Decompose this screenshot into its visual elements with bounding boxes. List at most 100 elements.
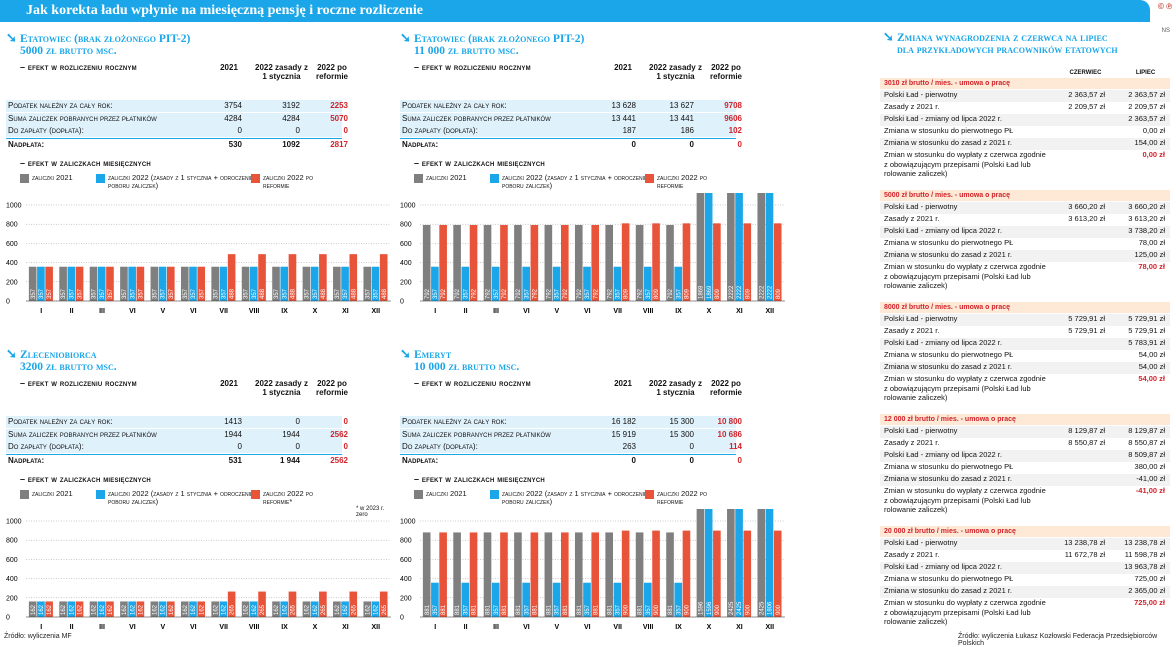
bar-value-label: 357: [524, 604, 530, 615]
bar: [613, 266, 622, 301]
bar: [483, 532, 492, 617]
salary-section: 12 000 zł brutto / mies. - umowa o pracę…: [880, 414, 1170, 522]
bar-value-label: 357: [122, 288, 128, 299]
x-tick-label: X: [313, 624, 318, 631]
row-label: Zmian w stosunku do wypłaty z czerwca zg…: [884, 262, 1046, 290]
value-july: 54,00 zł: [1138, 374, 1165, 383]
bar: [250, 601, 258, 617]
bar: [674, 582, 683, 617]
bar: [591, 532, 600, 617]
bar-value-label: 809: [624, 288, 630, 299]
bar-value-label: 881: [455, 604, 461, 615]
row-label: Suma zaliczek pobranych przez płatników: [402, 429, 551, 439]
row-label: Zmian w stosunku do wypłaty z czerwca zg…: [884, 150, 1046, 178]
value-2021: 3754: [224, 101, 242, 110]
salary-row: Zmiana w stosunku do pierwotnego PŁ 725,0…: [880, 574, 1170, 586]
y-tick-label: 600: [400, 241, 412, 248]
bar-value-label: 162: [305, 604, 311, 615]
bar: [341, 266, 349, 301]
salary-row: Zmiana w stosunku do zasad z 2021 r. 2 36…: [880, 586, 1170, 598]
col-header-2022-old: 2022 zasady z 1 stycznia: [649, 63, 702, 81]
x-tick-label: VII: [219, 624, 228, 631]
value-2022-old: 1944: [282, 429, 300, 439]
row-label: Zasady z 2021 r.: [884, 214, 940, 223]
bar-value-label: 792: [472, 288, 478, 299]
bar-value-label: 809: [776, 288, 782, 299]
bar: [735, 509, 743, 617]
y-tick-label: 200: [400, 279, 412, 286]
value-2022-old: 0: [689, 442, 694, 451]
bar-value-label: 357: [92, 288, 98, 299]
row-label: Zasady z 2021 r.: [884, 550, 940, 559]
x-tick-label: II: [70, 308, 74, 315]
bar-value-label: 357: [31, 288, 37, 299]
bar-value-label: 162: [31, 604, 37, 615]
chart-panel: ➘ Emeryt 10 000 zł brutto msc. – efekt w ro…: [400, 347, 790, 639]
bar-value-label: 881: [425, 604, 431, 615]
col-header-2021: 2021: [614, 379, 632, 388]
legend-label: zaliczki 2022 po reformie*: [263, 489, 314, 506]
bar: [682, 223, 691, 301]
value-july: 13 238,78 zł: [1124, 538, 1165, 547]
y-tick-label: 400: [400, 576, 412, 583]
panel-title-line2: 11 000 zł brutto msc.: [414, 45, 519, 57]
bar-value-label: 357: [47, 288, 53, 299]
bar-value-label: 357: [78, 288, 84, 299]
value-2022-old: 0: [689, 455, 694, 465]
bar: [150, 266, 159, 301]
legend-label: zaliczki 2022 (zasady z 1 stycznia + odr…: [502, 489, 648, 506]
y-tick-label: 600: [400, 557, 412, 564]
row-label: Suma zaliczek pobranych przez płatników: [8, 113, 157, 123]
value-july: 54,00 zł: [1138, 350, 1165, 359]
bar: [765, 509, 774, 617]
bar-value-label: 881: [486, 604, 492, 615]
salary-row: Zmiana w stosunku do zasad z 2021 r. 54,0…: [880, 362, 1170, 374]
row-label: Zmiana w stosunku do pierwotnego PŁ: [884, 574, 1014, 583]
bar: [189, 601, 197, 617]
bar: [310, 266, 319, 301]
bar-value-label: 357: [646, 288, 652, 299]
bar-value-label: 1806: [768, 601, 774, 615]
bar-value-label: 792: [546, 288, 552, 299]
value-july: 3 738,20 zł: [1128, 226, 1165, 235]
legend-swatch: [251, 174, 260, 183]
bar: [120, 266, 128, 301]
value-july: 54,00 zł: [1138, 362, 1165, 371]
value-june: 5 729,91 zł: [1068, 326, 1105, 335]
row-label: Zmian w stosunku do wypłaty z czerwca zg…: [884, 486, 1046, 514]
row-label: Nadpłata:: [402, 455, 439, 465]
bar: [431, 266, 439, 301]
salary-row: Polski Ład - zmiany od lipca 2022 r. 2 36…: [880, 114, 1170, 126]
bar: [166, 266, 175, 301]
bar: [75, 601, 84, 617]
value-july: -41,00 zł: [1135, 486, 1165, 495]
bar: [757, 193, 766, 301]
x-tick-label: VII: [613, 308, 622, 315]
legend-swatch: [490, 490, 499, 499]
panel-title: ➘ Etatowiec (brak złożonego PIT-2) 5000 zł…: [6, 31, 190, 57]
bar: [75, 266, 84, 301]
x-tick-label: II: [70, 624, 74, 631]
legend-swatch: [20, 174, 29, 183]
bar-value-label: 2425: [737, 601, 743, 615]
legend-swatch: [20, 490, 29, 499]
value-july: 0,00 zł: [1142, 150, 1165, 159]
bar: [544, 532, 553, 617]
bar: [652, 223, 660, 301]
value-2022-new: 9606: [724, 113, 742, 123]
bar-value-label: 357: [616, 288, 622, 299]
bar: [583, 582, 591, 617]
salary-row: Zasady z 2021 r. 3 613,20 zł 3 613,20 zł: [880, 214, 1170, 226]
bar-value-label: 357: [335, 288, 341, 299]
row-label: Podatek należny za cały rok:: [402, 417, 507, 426]
y-tick-label: 1000: [400, 203, 416, 210]
bar: [552, 266, 561, 301]
row-label: Podatek należny za cały rok:: [402, 101, 507, 110]
bar: [461, 582, 470, 617]
bar-value-label: 357: [374, 288, 380, 299]
bar-value-label: 357: [274, 288, 280, 299]
bar: [219, 601, 228, 617]
x-tick-label: XII: [372, 308, 381, 315]
x-tick-label: VII: [219, 308, 228, 315]
row-label: Zmiana w stosunku do pierwotnego PŁ: [884, 126, 1014, 135]
